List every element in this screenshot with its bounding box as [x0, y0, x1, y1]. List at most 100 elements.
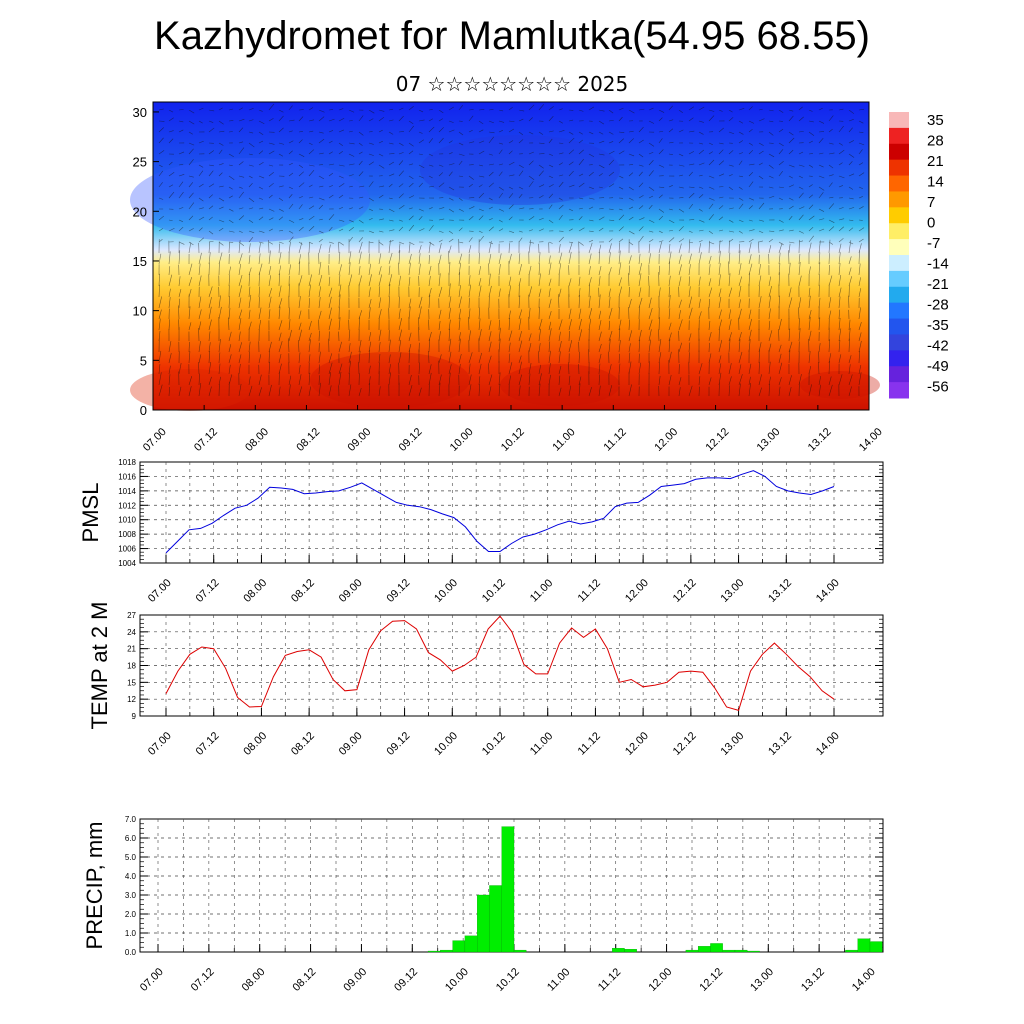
- wind-vector: [658, 208, 665, 213]
- wind-vector: [448, 245, 452, 254]
- wind-vector: [258, 272, 260, 287]
- wind-vector: [558, 174, 564, 177]
- wind-vector: [388, 240, 391, 254]
- wind-vector: [618, 238, 624, 243]
- wind-vector: [688, 117, 694, 122]
- wind-vector: [438, 254, 442, 265]
- wind-vector: [788, 229, 794, 232]
- precip-chart-bar: [722, 949, 736, 953]
- wind-vector: [818, 120, 825, 124]
- wind-vector: [698, 186, 704, 189]
- wind-vector: [328, 194, 334, 199]
- wind-vector: [428, 319, 430, 331]
- wind-vector: [398, 250, 401, 265]
- wind-vector: [848, 173, 855, 177]
- precip-chart-x-tick-label: 13.00: [748, 966, 776, 994]
- wind-vector: [608, 320, 611, 331]
- wind-vector: [288, 307, 290, 320]
- precip-chart-bar: [464, 935, 478, 953]
- wind-vector: [578, 109, 584, 112]
- wind-vector: [728, 117, 734, 122]
- wind-vector: [818, 240, 821, 254]
- wind-vector: [328, 185, 334, 188]
- wind-vector: [578, 216, 583, 221]
- wind-vector: [598, 216, 605, 221]
- wind-vector: [328, 307, 332, 320]
- wind-vector: [698, 131, 704, 135]
- wind-vector: [328, 244, 331, 254]
- wind-vector: [628, 384, 632, 397]
- wind-vector: [548, 363, 551, 375]
- wind-vector: [278, 332, 282, 342]
- wind-vector: [398, 205, 405, 210]
- precip-chart-bar: [624, 949, 637, 953]
- wind-vector: [298, 116, 304, 122]
- heatmap-blob: [420, 135, 620, 205]
- wind-vector: [168, 138, 174, 144]
- wind-vector: [558, 387, 562, 397]
- wind-vector: [308, 107, 314, 111]
- wind-vector: [488, 273, 491, 287]
- wind-vector: [708, 264, 711, 276]
- wind-vector: [468, 183, 473, 188]
- wind-vector: [368, 241, 374, 244]
- precip-chart-bar: [747, 950, 760, 953]
- wind-vector: [408, 276, 411, 287]
- wind-vector: [178, 129, 184, 133]
- wind-vector: [728, 164, 734, 167]
- wind-vector: [658, 215, 664, 221]
- wind-vector: [568, 228, 573, 232]
- wind-vector: [698, 252, 702, 265]
- wind-vector: [438, 239, 443, 243]
- wind-vector: [528, 117, 533, 122]
- precip-chart: 0.01.02.03.04.05.06.07.007.00 07.12 08.00 0…: [82, 815, 884, 994]
- wind-vector: [348, 219, 354, 223]
- wind-vector: [428, 265, 432, 276]
- wind-vector: [828, 353, 832, 364]
- wind-vector: [488, 374, 493, 386]
- wind-vector: [158, 350, 162, 364]
- wind-vector: [568, 251, 572, 265]
- wind-vector: [618, 250, 621, 265]
- wind-vector: [608, 109, 614, 114]
- wind-vector: [258, 216, 264, 221]
- wind-vector: [338, 206, 344, 210]
- wind-vector: [558, 152, 564, 155]
- wind-vector: [508, 193, 514, 199]
- wind-vector: [608, 183, 615, 188]
- wind-vector: [518, 193, 523, 199]
- wind-vector: [518, 164, 524, 169]
- wind-vector: [808, 153, 813, 155]
- wind-vector: [338, 150, 343, 155]
- wind-vector: [278, 109, 284, 113]
- wind-vector: [508, 120, 515, 123]
- wind-vector: [548, 116, 554, 122]
- wind-vector: [748, 254, 752, 265]
- wind-vector: [188, 109, 195, 114]
- wind-vector: [318, 218, 323, 221]
- wind-vector: [388, 161, 395, 166]
- wind-vector: [158, 182, 163, 188]
- wind-vector: [198, 140, 204, 144]
- wind-vector: [358, 339, 362, 353]
- wind-vector: [218, 352, 221, 364]
- wind-vector: [468, 330, 471, 342]
- wind-vector: [768, 109, 774, 112]
- wind-vector: [838, 318, 841, 331]
- wind-vector: [838, 218, 845, 221]
- wind-vector: [368, 298, 372, 309]
- wind-vector: [668, 251, 672, 265]
- temp-chart-ylabel: TEMP at 2 M: [87, 602, 112, 730]
- wind-vector: [378, 218, 384, 221]
- wind-vector: [168, 319, 170, 331]
- wind-vector: [308, 339, 311, 353]
- wind-vector: [468, 206, 475, 210]
- precip-chart-y-tick-label: 0.0: [125, 948, 137, 957]
- wind-vector: [808, 131, 815, 136]
- wind-vector: [388, 208, 395, 212]
- wind-vector: [398, 241, 405, 245]
- wind-vector: [288, 186, 294, 190]
- wind-vector: [648, 307, 653, 320]
- wind-vector: [708, 186, 715, 190]
